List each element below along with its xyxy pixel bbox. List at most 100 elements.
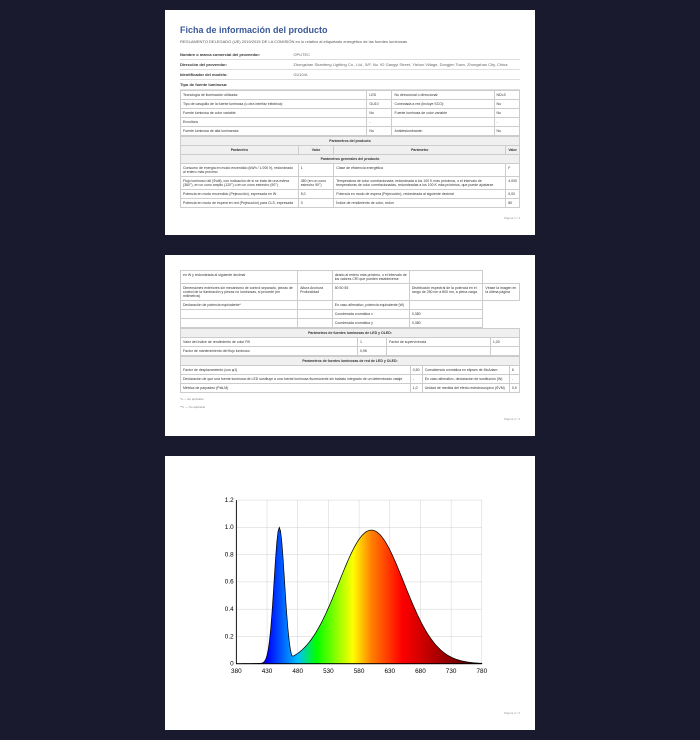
svg-text:0.6: 0.6 [225, 579, 234, 586]
page-3: 00.20.40.60.81.01.2380430480530580630680… [165, 456, 535, 730]
table-cell: Conectada a red (incluye SCO): [392, 100, 494, 109]
table-cell: 1 [357, 338, 386, 347]
table-cell: Consistencia cromática en elipses de McA… [422, 366, 509, 375]
table-cell: Antideslumbrante: [392, 127, 494, 136]
table-cell: No direccional o direccional: [392, 91, 494, 100]
model-value: GU10/A [293, 72, 520, 77]
table-cell: Flujo luminoso útil (Φútil), con indicac… [181, 177, 299, 190]
table-cell: En caso afirmativo, potencia equivalente… [332, 301, 409, 310]
table-cell: Véase la imagen en la última página [483, 284, 520, 301]
svg-text:480: 480 [292, 668, 303, 675]
table-cell: 6 [509, 366, 519, 375]
table-cell: Clase de eficiencia energética [334, 164, 506, 177]
general-header: Parámetros generales del producto [181, 155, 520, 164]
footnote-1: *a — Es aplicable [180, 397, 520, 401]
page-number-1: Página 1 / 3 [180, 216, 520, 220]
table-cell: - [410, 375, 422, 384]
table-cell: 1 [298, 164, 334, 177]
table-cell [298, 319, 333, 328]
table-cell: 5,0 [298, 190, 334, 199]
table-cell: - [509, 375, 519, 384]
model-label: Identificador del modelo: [180, 72, 293, 77]
table-cell: Índice de rendimiento de color, redon [334, 199, 506, 208]
params-table: Parámetros del producto ParámetroValorPa… [180, 136, 520, 208]
table-cell [181, 310, 298, 319]
table-cell: 50 50 55 [332, 284, 409, 301]
table-cell: Valor del índice de rendimiento de color… [181, 338, 358, 347]
param-col-header: Parámetro [181, 146, 299, 155]
svg-text:680: 680 [415, 668, 426, 675]
param-col-header: Valor [298, 146, 334, 155]
svg-text:0: 0 [230, 661, 234, 668]
table-cell: Factor de supervivencia [387, 338, 491, 347]
param-col-header: Valor [506, 146, 520, 155]
table-cell: Declaración de potencia equivalente* [181, 301, 298, 310]
regulation-subtitle: REGLAMENTO DELEGADO (UE) 2019/2015 DE LA… [180, 39, 520, 44]
table-cell: - [494, 118, 519, 127]
table-cell: 0,50 [410, 366, 422, 375]
svg-text:530: 530 [323, 668, 334, 675]
table-cell [181, 319, 298, 328]
table-cell: Métrica de parpadeo (PstLM) [181, 384, 411, 393]
svg-text:0.4: 0.4 [225, 606, 234, 613]
table-cell [409, 301, 483, 310]
continue-table: en W y redondeada al siguiente decimalde… [180, 270, 520, 328]
table-cell [298, 310, 333, 319]
led-header: Parámetros de fuentes luminosas de LED y… [181, 329, 520, 338]
table-cell: Factor de mantenimiento del flujo lumino… [181, 347, 358, 356]
address-label: Dirección del proveedor: [180, 62, 293, 67]
page-number-3: Página 3 / 3 [180, 711, 520, 715]
svg-text:730: 730 [446, 668, 457, 675]
table-cell: Potencia en modo encendido (Pejecución),… [181, 190, 299, 199]
table-cell: No [494, 100, 519, 109]
table-cell: Unidad de medida del efecto estroboscópi… [422, 384, 509, 393]
table-cell: Fuente luminosa de alta luminancia: [181, 127, 367, 136]
svg-text:380: 380 [231, 668, 242, 675]
table-cell: Fuente luminosa de color variable [181, 109, 367, 118]
table-cell: Distribución espectral de la potencia en… [409, 284, 483, 301]
table-cell: No [494, 127, 519, 136]
table-cell: No [494, 109, 519, 118]
table-cell: Coordenada cromática y [332, 319, 409, 328]
address-value: Zhongshan Shanfeng Lighting Co., Ltd., 5… [293, 62, 520, 67]
table-cell: 1,00 [490, 338, 519, 347]
page-1: Ficha de información del producto REGLAM… [165, 10, 535, 235]
table-cell: 0,380 [409, 319, 483, 328]
table-cell: 380 (en un cono estrecho 90°) [298, 177, 334, 190]
table-cell [298, 271, 333, 284]
table-cell: 1,0 [410, 384, 422, 393]
table-cell: LED [367, 91, 392, 100]
page-number-2: Página 2 / 3 [180, 417, 520, 421]
table-cell: GU10 [367, 100, 392, 109]
params-header: Parámetros del producto [181, 137, 520, 146]
table-cell [387, 347, 491, 356]
svg-text:430: 430 [262, 668, 273, 675]
table-cell: Altura Anchura Profundidad [298, 284, 333, 301]
table-cell: F [506, 164, 520, 177]
supplier-label: Nombre o marca comercial del proveedor: [180, 52, 293, 57]
page-2: en W y redondeada al siguiente decimalde… [165, 255, 535, 436]
table-cell: No [367, 127, 392, 136]
table-cell [409, 271, 483, 284]
table-cell: Potencia en modo de espera en red (Pejec… [181, 199, 299, 208]
table-cell: Temperatura de color correlacionada, red… [334, 177, 506, 190]
table-cell: Coordenada cromática x [332, 310, 409, 319]
type-table: Tecnología de iluminación utilizada:LEDN… [180, 90, 520, 136]
table-cell: NDLS [494, 91, 519, 100]
table-cell: Envoltura [181, 118, 367, 127]
supplier-value: OPUTEC [293, 52, 520, 57]
svg-text:630: 630 [384, 668, 395, 675]
table-cell: Tipo de casquillo de la fuente luminosa … [181, 100, 367, 109]
svg-text:1.0: 1.0 [225, 524, 234, 531]
table-cell: En caso afirmativo, declaración de susti… [422, 375, 509, 384]
type-label: Tipo de fuente luminosa: [180, 82, 520, 87]
svg-text:0.2: 0.2 [225, 633, 234, 640]
table-cell: - [367, 118, 392, 127]
table-cell: 0,9 [509, 384, 519, 393]
spectral-chart: 00.20.40.60.81.01.2380430480530580630680… [200, 491, 500, 691]
table-cell: Declaración de que una fuente luminosa d… [181, 375, 411, 384]
table-cell [490, 347, 519, 356]
table-cell: Tecnología de iluminación utilizada: [181, 91, 367, 100]
table-cell: No [367, 109, 392, 118]
table-cell [298, 301, 333, 310]
